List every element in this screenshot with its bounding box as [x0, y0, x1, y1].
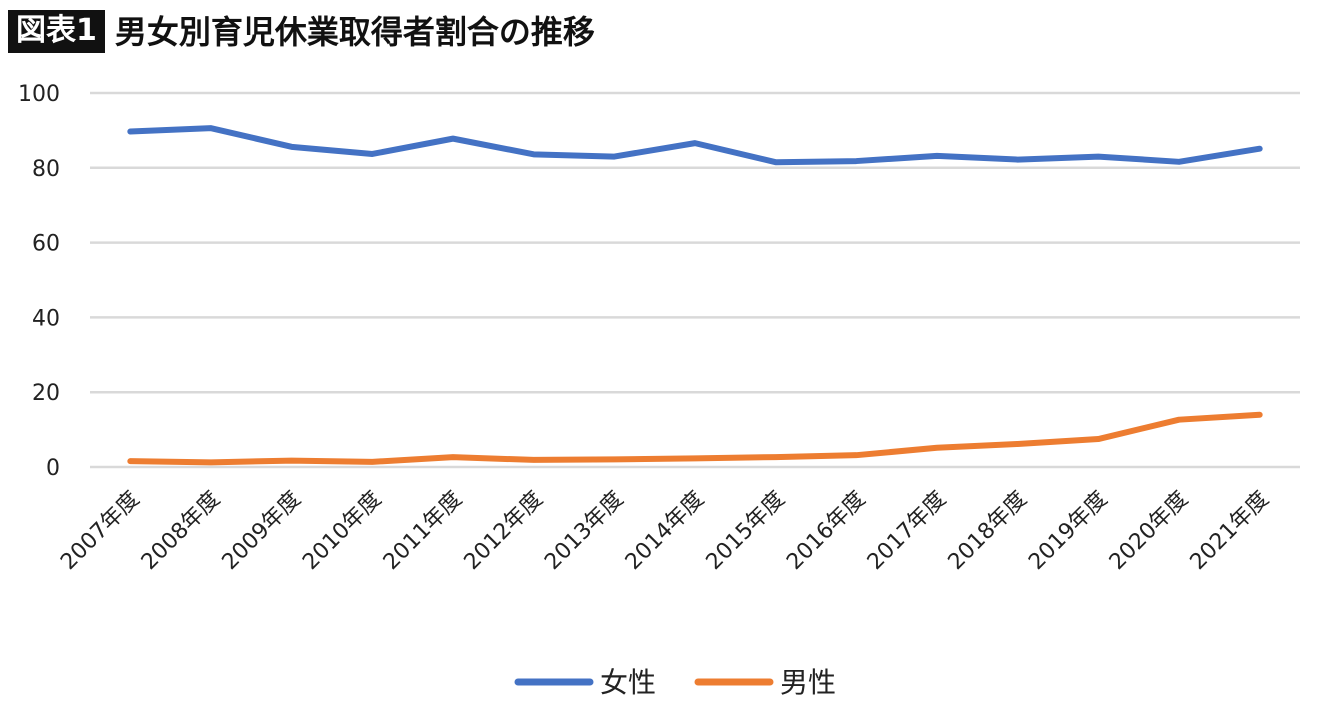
data-point [290, 145, 294, 149]
data-point [532, 152, 536, 156]
y-tick-label: 80 [32, 157, 60, 182]
x-tick-label: 2013年度 [540, 487, 628, 575]
data-point [854, 453, 858, 457]
legend-label: 男性 [780, 666, 836, 699]
data-point [209, 126, 213, 130]
data-point [370, 152, 374, 156]
data-point [1096, 155, 1100, 159]
data-point [370, 460, 374, 464]
x-tick-label: 2008年度 [137, 487, 225, 575]
data-point [1016, 442, 1020, 446]
chart-title: 男女別育児休業取得者割合の推移 [114, 12, 595, 51]
data-point [1016, 158, 1020, 162]
y-tick-label: 40 [32, 306, 60, 331]
data-point [854, 159, 858, 163]
data-point [209, 460, 213, 464]
data-point [1096, 437, 1100, 441]
legend: 女性 男性 [514, 666, 836, 699]
x-axis-ticks: 2007年度2008年度2009年度2010年度2011年度2012年度2013… [56, 487, 1274, 575]
data-point [693, 456, 697, 460]
data-point [774, 160, 778, 164]
data-point [290, 459, 294, 463]
y-tick-label: 20 [32, 381, 60, 406]
data-point [612, 155, 616, 159]
x-tick-label: 2016年度 [782, 487, 870, 575]
x-tick-label: 2014年度 [621, 487, 709, 575]
gridlines [90, 91, 1300, 469]
data-point [1258, 413, 1262, 417]
x-tick-label: 2019年度 [1024, 487, 1112, 575]
data-point [128, 459, 132, 463]
data-point [532, 458, 536, 462]
data-point [451, 455, 455, 459]
x-tick-label: 2017年度 [863, 487, 951, 575]
x-tick-label: 2010年度 [298, 487, 386, 575]
chart-header: 図表1 男女別育児休業取得者割合の推移 [8, 10, 595, 53]
data-point [935, 446, 939, 450]
series-lines [127, 125, 1263, 466]
series-line-1 [127, 411, 1263, 466]
data-point [1177, 160, 1181, 164]
data-point [612, 457, 616, 461]
x-tick-label: 2011年度 [379, 487, 467, 575]
x-tick-label: 2021年度 [1186, 487, 1274, 575]
y-axis-ticks: 0 20 40 60 80 100 [18, 82, 60, 481]
series-line-0 [127, 125, 1263, 166]
legend-label: 女性 [600, 666, 656, 699]
y-tick-label: 0 [46, 456, 60, 481]
data-point [693, 141, 697, 145]
x-tick-label: 2007年度 [56, 487, 144, 575]
x-tick-label: 2015年度 [702, 487, 790, 575]
figure-badge: 図表1 [8, 10, 105, 53]
x-tick-label: 2009年度 [218, 487, 306, 575]
y-tick-label: 100 [18, 82, 60, 107]
data-point [1177, 418, 1181, 422]
data-point [1258, 147, 1262, 151]
x-tick-label: 2012年度 [460, 487, 548, 575]
y-tick-label: 60 [32, 232, 60, 257]
data-point [451, 137, 455, 141]
x-tick-label: 2018年度 [944, 487, 1032, 575]
x-tick-label: 2020年度 [1105, 487, 1193, 575]
data-point [935, 154, 939, 158]
data-point [774, 455, 778, 459]
data-point [128, 130, 132, 134]
